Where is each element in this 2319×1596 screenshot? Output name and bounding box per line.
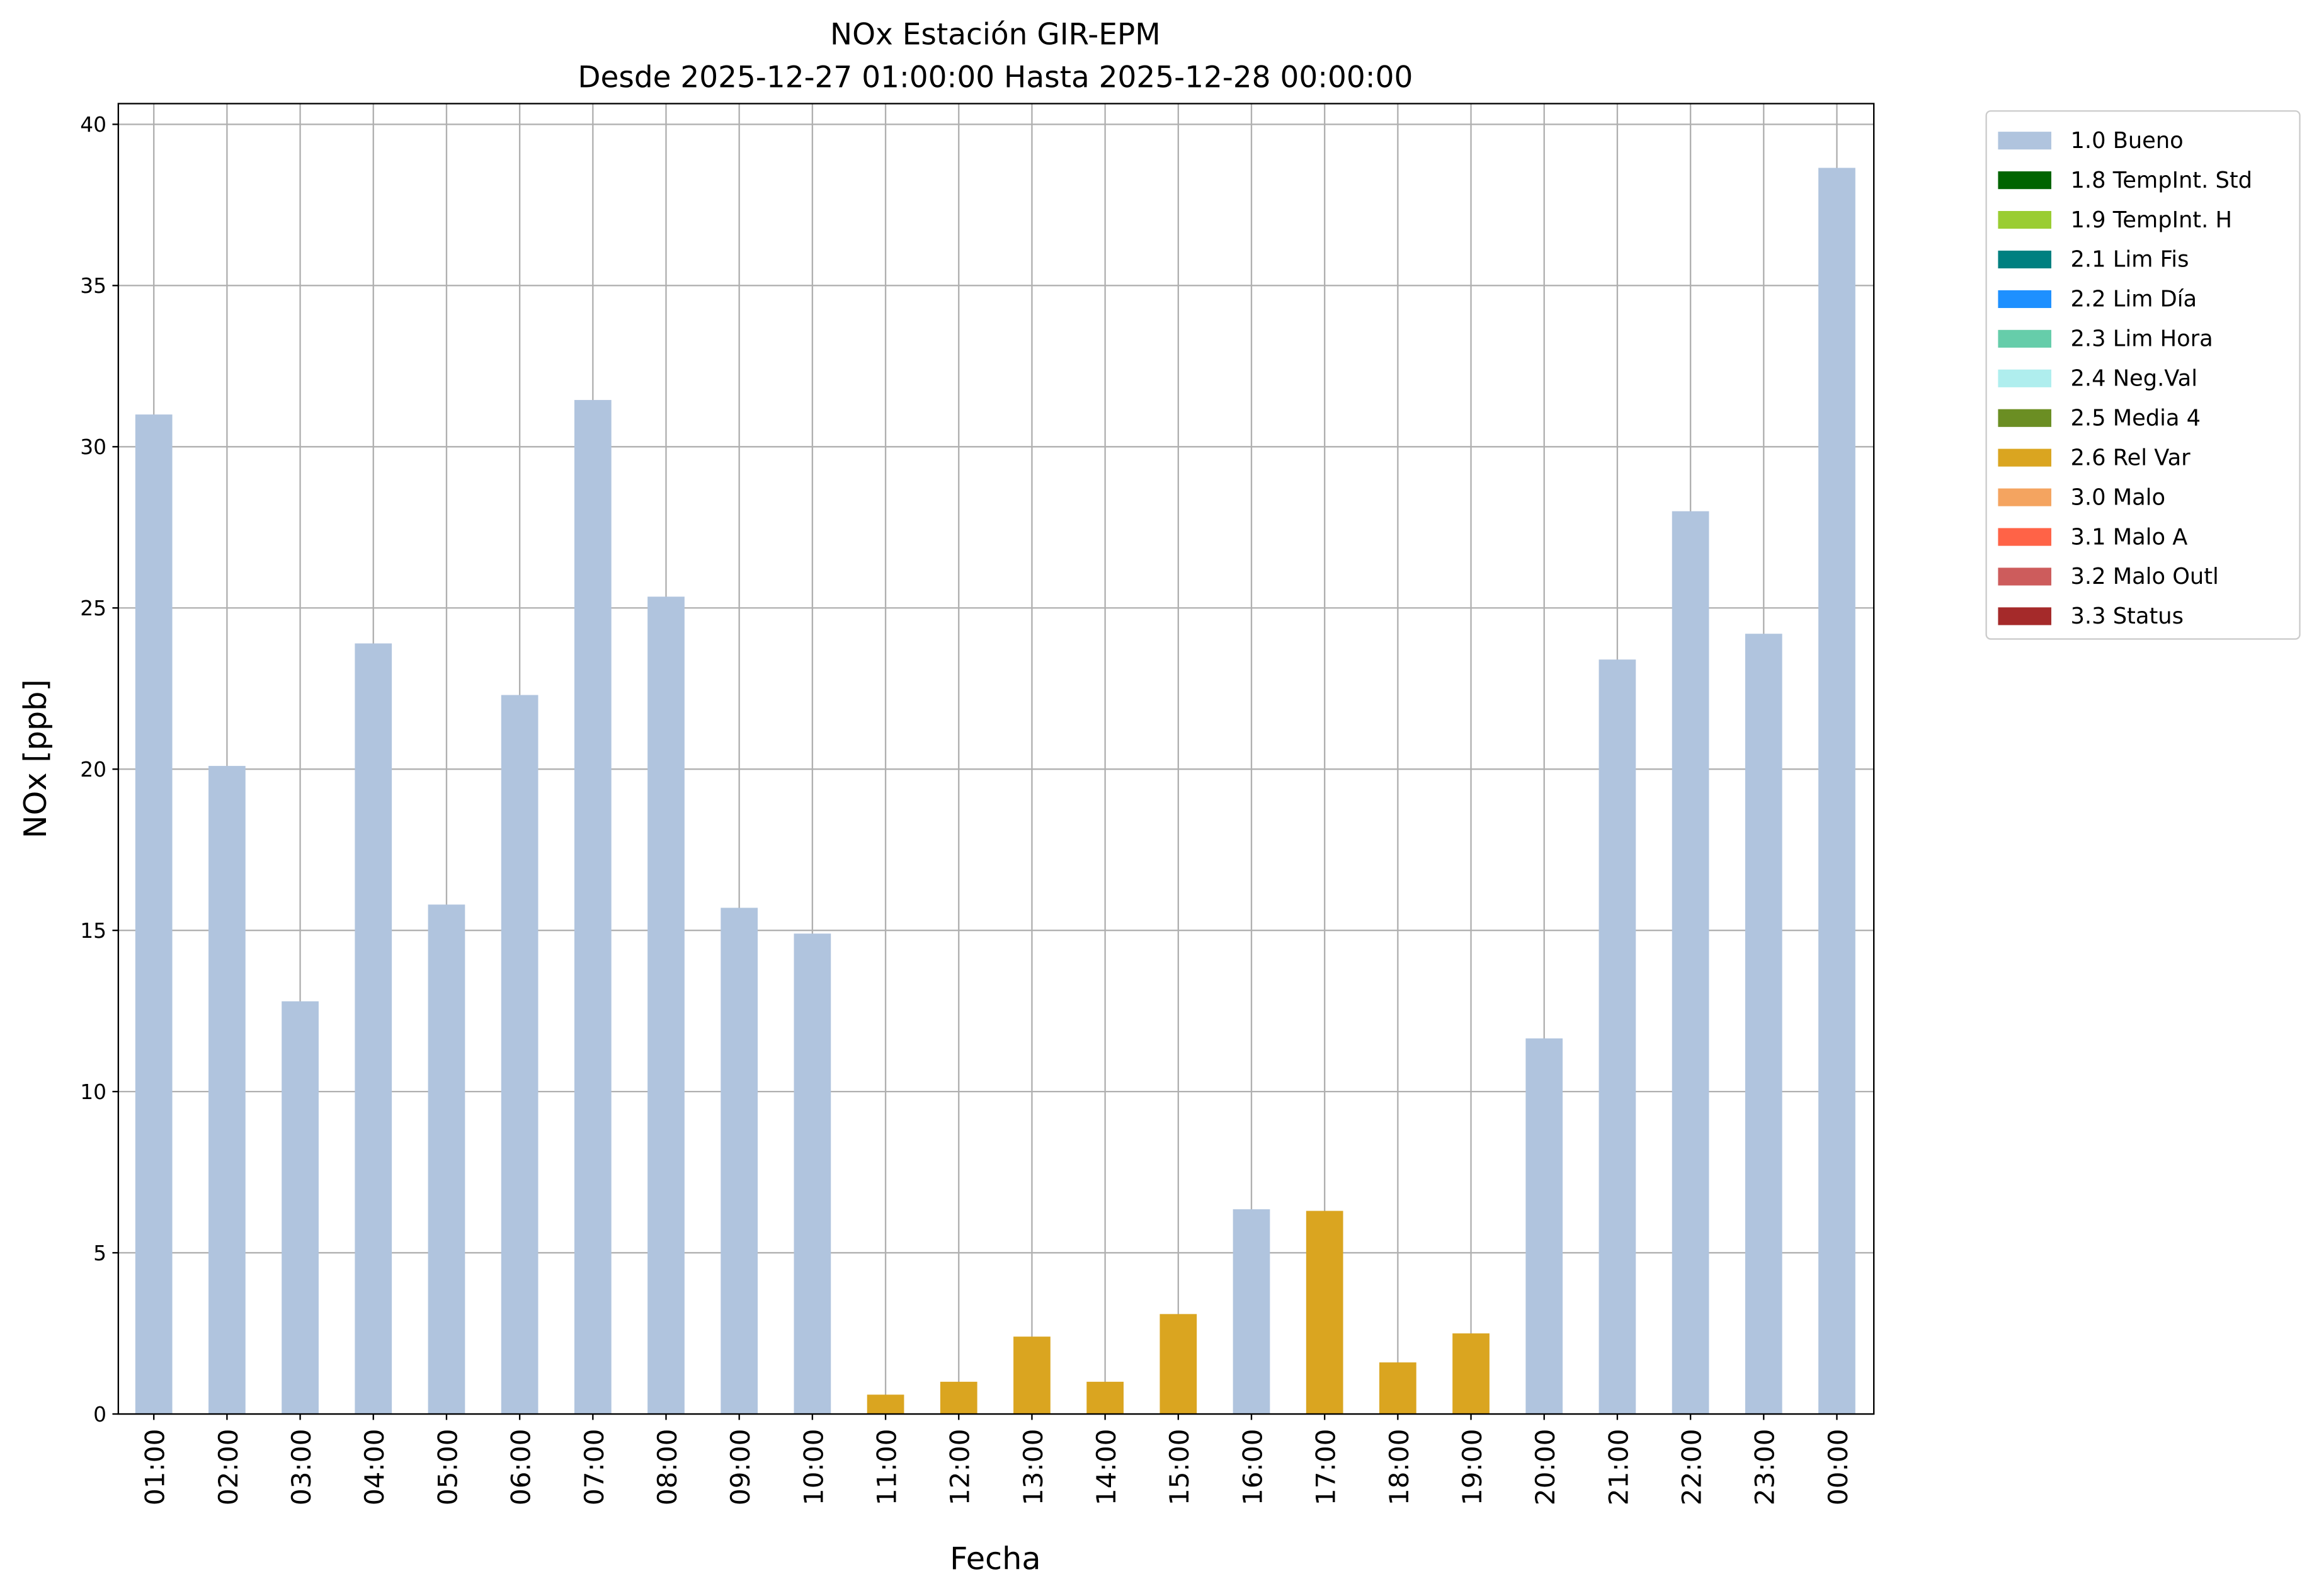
legend-swatch [1998, 290, 2051, 309]
bar-14:00 [1086, 1381, 1124, 1415]
bar-10:00 [794, 933, 831, 1415]
bar-18:00 [1379, 1362, 1416, 1415]
bar-03:00 [282, 1001, 319, 1415]
bar-05:00 [428, 904, 465, 1415]
chart-subtitle: Desde 2025-12-27 01:00:00 Hasta 2025-12-… [578, 60, 1413, 95]
x-tick-label: 11:00 [872, 1429, 903, 1506]
legend-label: 3.3 Status [2071, 603, 2184, 629]
x-tick-label: 03:00 [286, 1429, 317, 1506]
legend-swatch [1998, 329, 2051, 348]
x-tick-label: 15:00 [1164, 1429, 1195, 1506]
y-tick-label: 40 [80, 112, 106, 137]
x-tick-label: 02:00 [213, 1429, 244, 1506]
x-tick-label: 23:00 [1750, 1429, 1781, 1506]
x-tick-label: 07:00 [579, 1429, 610, 1506]
x-tick-label: 10:00 [798, 1429, 829, 1506]
legend-label: 2.6 Rel Var [2071, 445, 2191, 470]
bar-04:00 [355, 643, 392, 1415]
bar-06:00 [501, 695, 538, 1415]
x-tick-label: 08:00 [652, 1429, 683, 1506]
bar-15:00 [1160, 1314, 1197, 1415]
x-tick-label: 04:00 [359, 1429, 390, 1506]
legend-frame [1985, 110, 2301, 640]
bars [135, 168, 1855, 1415]
y-tick-label: 35 [80, 273, 106, 298]
bar-02:00 [208, 766, 246, 1415]
x-tick-label: 06:00 [506, 1429, 537, 1506]
legend-label: 2.3 Lim Hora [2071, 326, 2213, 352]
chart-title: NOx Estación GIR-EPM [830, 18, 1161, 52]
legend-label: 2.5 Media 4 [2071, 405, 2201, 431]
legend-swatch [1998, 528, 2051, 546]
x-tick-label: 09:00 [725, 1429, 756, 1506]
bar-12:00 [940, 1381, 977, 1415]
x-tick-label: 19:00 [1457, 1429, 1488, 1506]
y-tick-label: 25 [80, 596, 106, 620]
legend-label: 3.0 Malo [2071, 484, 2166, 510]
bar-19:00 [1452, 1333, 1490, 1415]
x-tick-label: 00:00 [1823, 1429, 1854, 1506]
legend-swatch [1998, 132, 2051, 150]
bar-00:00 [1818, 168, 1855, 1415]
legend-swatch [1998, 171, 2051, 190]
legend-label: 2.2 Lim Día [2071, 287, 2197, 312]
legend: 1.0 Bueno 1.8 TempInt. Std 1.9 TempInt. H 2… [1985, 110, 2301, 640]
x-tick-label: 13:00 [1018, 1429, 1049, 1506]
bar-11:00 [867, 1394, 904, 1415]
legend-label: 1.9 TempInt. H [2071, 207, 2232, 233]
legend-label: 2.4 Neg.Val [2071, 366, 2198, 392]
legend-swatch [1998, 448, 2051, 467]
bar-20:00 [1525, 1038, 1563, 1415]
legend-label: 1.8 TempInt. Std [2071, 168, 2252, 193]
x-tick-label: 12:00 [945, 1429, 976, 1506]
y-tick-label: 10 [80, 1080, 106, 1104]
legend-label: 3.2 Malo Outl [2071, 564, 2219, 590]
y-tick-label: 15 [80, 918, 106, 943]
y-axis-label: NOx [ppb] [17, 679, 54, 838]
bar-23:00 [1745, 634, 1782, 1415]
legend-swatch [1998, 409, 2051, 427]
x-axis-label: Fecha [950, 1541, 1041, 1577]
legend-label: 1.0 Bueno [2071, 128, 2184, 154]
bar-09:00 [721, 908, 758, 1415]
x-tick-label: 16:00 [1237, 1429, 1268, 1506]
bar-07:00 [574, 400, 612, 1415]
legend-swatch [1998, 488, 2051, 506]
x-tick-label: 22:00 [1677, 1429, 1707, 1506]
plot-frame [117, 103, 1875, 1415]
x-tick-label: 14:00 [1091, 1429, 1122, 1506]
legend-swatch [1998, 567, 2051, 586]
bar-22:00 [1672, 511, 1709, 1415]
legend-swatch [1998, 210, 2051, 229]
legend-swatch [1998, 369, 2051, 387]
x-tick-label: 20:00 [1530, 1429, 1561, 1506]
bar-21:00 [1598, 659, 1636, 1415]
bar-16:00 [1233, 1209, 1270, 1415]
y-tick-label: 30 [80, 435, 106, 459]
x-tick-label: 17:00 [1311, 1429, 1342, 1506]
x-tick-label: 05:00 [432, 1429, 463, 1506]
x-tick-label: 18:00 [1384, 1429, 1415, 1506]
x-tick-label: 01:00 [140, 1429, 171, 1506]
legend-swatch [1998, 250, 2051, 269]
x-axis: 01:00 02:00 03:00 04:00 05:00 06:00 07:00 08:00… [140, 1414, 1854, 1505]
bar-13:00 [1013, 1337, 1051, 1415]
legend-label: 3.1 Malo A [2071, 524, 2188, 550]
y-tick-label: 0 [93, 1402, 106, 1427]
y-tick-label: 5 [93, 1241, 106, 1265]
y-tick-label: 20 [80, 757, 106, 782]
legend-label: 2.1 Lim Fis [2071, 247, 2189, 273]
bar-17:00 [1306, 1211, 1343, 1415]
x-tick-label: 21:00 [1603, 1429, 1634, 1506]
legend-swatch [1998, 607, 2051, 625]
bar-08:00 [647, 596, 685, 1415]
bar-01:00 [135, 414, 173, 1415]
y-axis: 0 5 10 15 20 25 30 35 40 [80, 112, 118, 1427]
